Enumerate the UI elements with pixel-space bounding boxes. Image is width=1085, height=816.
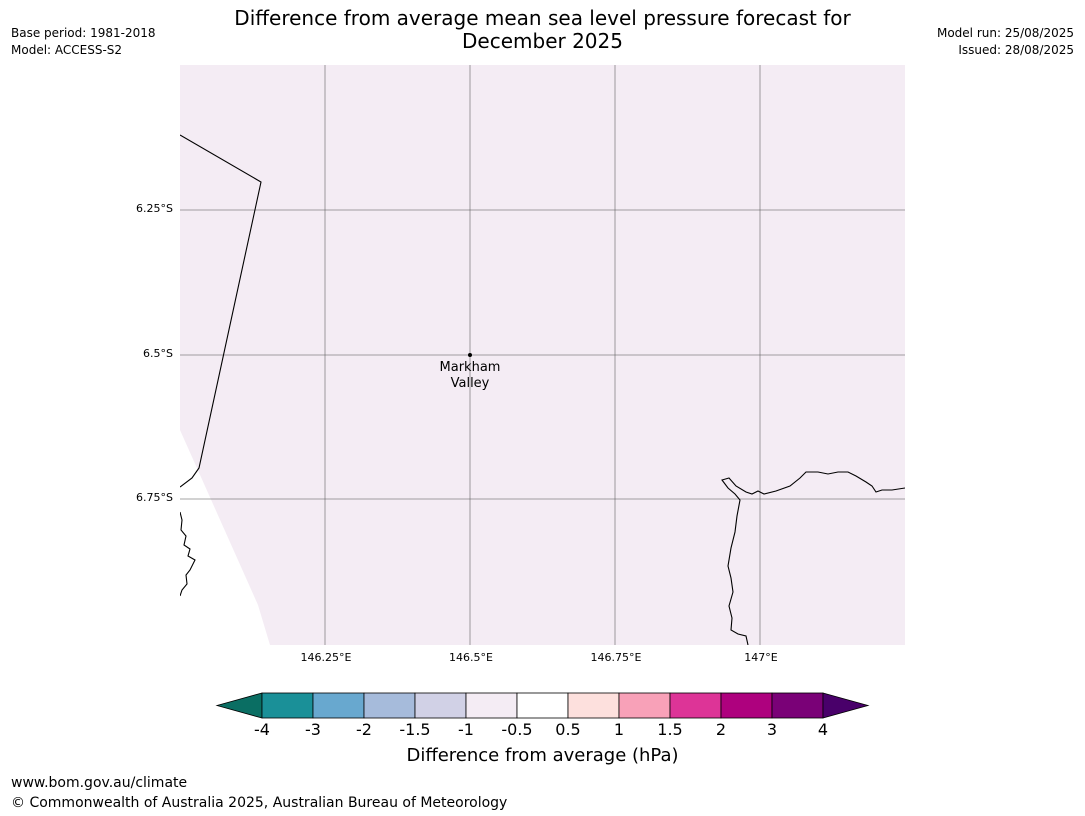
colorbar-tick-label: 1	[613, 720, 625, 739]
colorbar-swatch	[771, 692, 824, 719]
meta-right: Model run: 25/08/2025 Issued: 28/08/2025	[937, 25, 1074, 59]
colorbar-swatch	[669, 692, 722, 719]
coastline-east	[721, 471, 905, 645]
colorbar-tick-label: 2	[715, 720, 727, 739]
title-line-1: Difference from average mean sea level p…	[234, 6, 851, 30]
colorbar-swatch	[312, 692, 365, 719]
colorbar-extend-min	[215, 692, 263, 719]
place-name-line-2: Valley	[450, 376, 490, 391]
colorbar-swatch	[414, 692, 467, 719]
latitude-label: 6.75°S	[136, 491, 173, 504]
longitude-label: 146.25°E	[300, 651, 352, 664]
colorbar-swatch	[567, 692, 620, 719]
colorbar-swatch	[465, 692, 518, 719]
colorbar-tick-label: -1	[458, 720, 474, 739]
meta-left: Base period: 1981-2018 Model: ACCESS-S2	[11, 25, 156, 59]
colorbar-tick-label: -2	[356, 720, 372, 739]
model-name: Model: ACCESS-S2	[11, 43, 123, 57]
colorbar-swatch	[261, 692, 314, 719]
colorbar-label: Difference from average (hPa)	[406, 745, 679, 766]
latitude-label: 6.5°S	[143, 347, 173, 360]
border-line	[180, 134, 262, 488]
map-title: Difference from average mean sea level p…	[140, 7, 945, 53]
colorbar-swatch	[516, 692, 569, 719]
place-marker	[468, 353, 472, 357]
longitude-label: 146.5°E	[449, 651, 493, 664]
colorbar-swatch	[720, 692, 773, 719]
colorbar-tick-label: 0.5	[555, 720, 581, 739]
footer-copyright: © Commonwealth of Australia 2025, Austra…	[11, 795, 508, 811]
colorbar-swatch	[618, 692, 671, 719]
longitude-label: 147°E	[744, 651, 778, 664]
footer-url: www.bom.gov.au/climate	[11, 775, 188, 791]
base-period: Base period: 1981-2018	[11, 26, 156, 40]
issued-date: Issued: 28/08/2025	[958, 43, 1074, 57]
title-line-2: December 2025	[462, 29, 623, 53]
model-run: Model run: 25/08/2025	[936, 26, 1074, 40]
colorbar-tick-label: 4	[817, 720, 829, 739]
colorbar-tick-label: -1.5	[399, 720, 431, 739]
coastline-west	[180, 511, 196, 597]
colorbar-tick-label: 3	[766, 720, 778, 739]
colorbar-tick-label: -0.5	[501, 720, 533, 739]
place-name-line-1: Markham	[439, 360, 501, 375]
longitude-label: 146.75°E	[590, 651, 642, 664]
colorbar-extend-max	[822, 692, 870, 719]
place-label: Markham Valley	[410, 360, 530, 392]
colorbar-swatch	[363, 692, 416, 719]
colorbar-tick-label: -4	[254, 720, 270, 739]
colorbar-tick-label: -3	[305, 720, 321, 739]
latitude-label: 6.25°S	[136, 202, 173, 215]
colorbar-tick-label: 1.5	[657, 720, 683, 739]
